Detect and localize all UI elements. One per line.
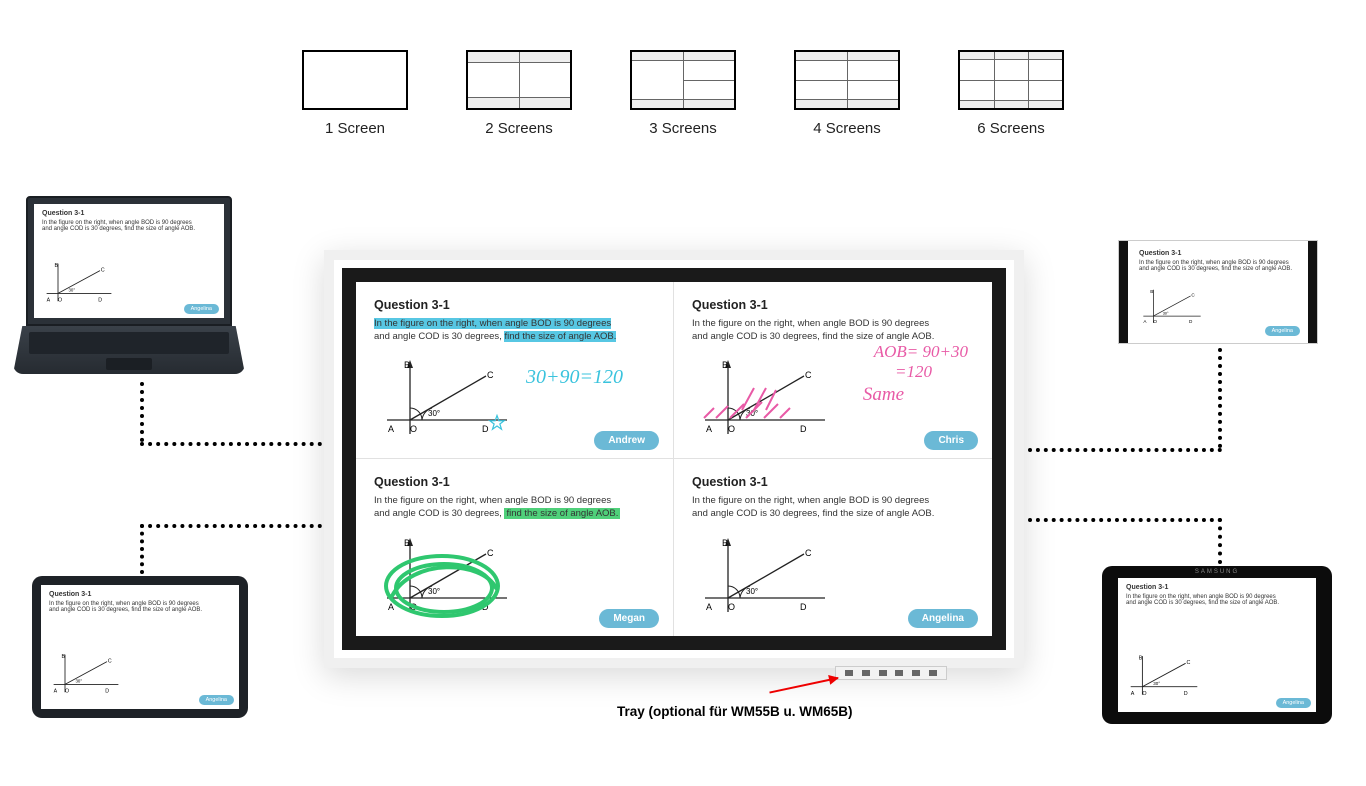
connector-dots	[140, 524, 144, 574]
question-title: Question 3-1	[49, 591, 231, 598]
student-name-pill: Angelina	[1265, 326, 1300, 336]
question-text: In the figure on the right, when angle B…	[692, 495, 974, 521]
cell-megan[interactable]: Question 3-1 In the figure on the right,…	[356, 459, 674, 636]
tray-label: Tray (optional für WM55B u. WM65B)	[617, 704, 853, 719]
layout-options-row: 1 Screen 2 Screens 3 Screens 4 Screens	[0, 50, 1366, 137]
device-tablet-bl: Question 3-1 In the figure on the right,…	[32, 576, 248, 718]
student-name-pill: Megan	[599, 609, 659, 628]
layout-icon-1	[302, 50, 408, 110]
handwriting: =120	[895, 362, 932, 382]
device-tablet-tr: Question 3-1 In the figure on the right,…	[1118, 240, 1318, 344]
flip-display: Question 3-1 In the figure on the right,…	[324, 250, 1024, 668]
handwriting: Same	[863, 384, 904, 406]
question-title: Question 3-1	[1126, 584, 1308, 591]
question-title: Question 3-1	[374, 475, 655, 489]
layout-option-6[interactable]: 6 Screens	[958, 50, 1064, 137]
angle-diagram-icon	[44, 260, 114, 304]
star-icon	[488, 414, 506, 432]
angle-diagram-icon	[1141, 286, 1203, 326]
layout-label: 1 Screen	[325, 120, 385, 137]
layout-label: 6 Screens	[977, 120, 1045, 137]
student-name-pill: Angelina	[184, 304, 219, 314]
handwriting: AOB= 90+30	[874, 342, 968, 362]
pink-scribble-icon	[694, 360, 844, 440]
question-text: In the figure on the right, when angle B…	[692, 318, 974, 344]
student-name-pill: Angelina	[199, 695, 234, 705]
question-title: Question 3-1	[692, 298, 974, 312]
question-title: Question 3-1	[374, 298, 655, 312]
layout-label: 3 Screens	[649, 120, 717, 137]
laptop-base-icon	[13, 326, 245, 374]
layout-icon-6	[958, 50, 1064, 110]
device-laptop: Question 3-1 In the figure on the right,…	[26, 196, 245, 374]
green-circle-icon	[372, 538, 522, 628]
layout-option-3[interactable]: 3 Screens	[630, 50, 736, 137]
layout-icon-4	[794, 50, 900, 110]
layout-option-1[interactable]: 1 Screen	[302, 50, 408, 137]
layout-label: 2 Screens	[485, 120, 553, 137]
samsung-brand: SAMSUNG	[1195, 569, 1239, 575]
connector-dots	[140, 382, 144, 442]
connector-dots	[1218, 518, 1222, 564]
arrow-icon	[769, 677, 838, 694]
flip-screen: Question 3-1 In the figure on the right,…	[342, 268, 1006, 650]
layout-option-2[interactable]: 2 Screens	[466, 50, 572, 137]
device-tablet-br: SAMSUNG Question 3-1 In the figure on th…	[1102, 566, 1332, 724]
question-title: Question 3-1	[1139, 250, 1297, 257]
angle-diagram-icon	[1128, 652, 1200, 698]
student-name-pill: Chris	[924, 431, 978, 450]
student-name-pill: Angelina	[1276, 698, 1311, 708]
student-name-pill: Andrew	[594, 431, 659, 450]
angle-diagram-icon	[700, 536, 830, 616]
handwriting: 30+90=120	[526, 366, 623, 389]
connector-dots	[1028, 518, 1222, 522]
question-text: In the figure on the right, when angle B…	[374, 495, 655, 521]
layout-option-4[interactable]: 4 Screens	[794, 50, 900, 137]
layout-icon-3	[630, 50, 736, 110]
question-title: Question 3-1	[692, 475, 974, 489]
cell-chris[interactable]: Question 3-1 In the figure on the right,…	[674, 282, 992, 459]
question-text: In the figure on the right, when angle B…	[374, 318, 655, 344]
connector-dots	[1028, 448, 1222, 452]
layout-icon-2	[466, 50, 572, 110]
cell-andrew[interactable]: Question 3-1 In the figure on the right,…	[356, 282, 674, 459]
student-name-pill: Angelina	[908, 609, 978, 628]
connector-dots	[140, 442, 322, 446]
question-title: Question 3-1	[42, 210, 216, 217]
connector-dots	[140, 524, 322, 528]
connector-dots	[1218, 348, 1222, 448]
angle-diagram-icon	[51, 651, 121, 695]
cell-angelina[interactable]: Question 3-1 In the figure on the right,…	[674, 459, 992, 636]
tray-icon	[835, 666, 947, 680]
layout-label: 4 Screens	[813, 120, 881, 137]
